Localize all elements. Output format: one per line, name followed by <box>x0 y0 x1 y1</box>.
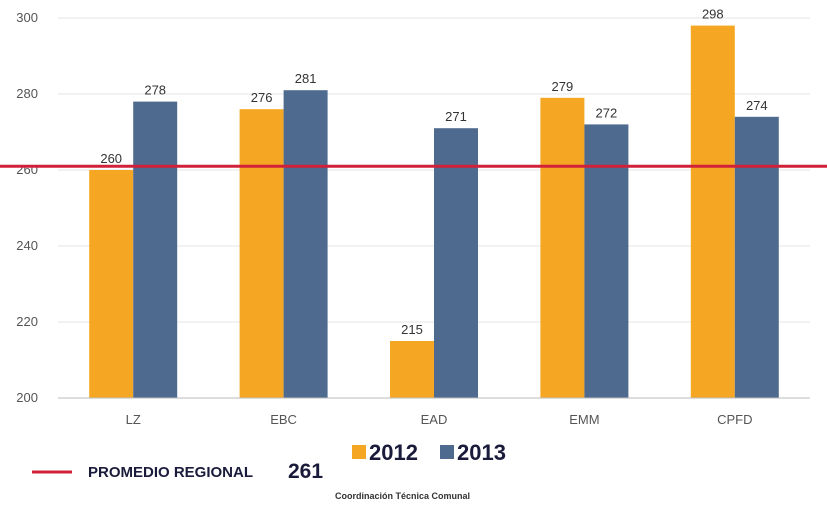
y-tick-220: 220 <box>16 314 38 329</box>
data-label-ebc-2012: 276 <box>251 90 273 105</box>
x-tick-ead: EAD <box>421 412 448 427</box>
x-tick-cpfd: CPFD <box>717 412 752 427</box>
data-label-ead-2012: 215 <box>401 322 423 337</box>
reference-legend: PROMEDIO REGIONAL 261 <box>32 460 323 483</box>
bars <box>89 25 779 399</box>
legend-label-2013: 2013 <box>457 440 506 465</box>
bar-lz-2013 <box>133 101 178 398</box>
reference-line-value: 261 <box>288 460 323 483</box>
legend-swatch-2012 <box>352 445 366 459</box>
bar-ebc-2012 <box>239 109 284 398</box>
data-label-cpfd-2012: 298 <box>702 7 724 22</box>
x-tick-emm: EMM <box>569 412 599 427</box>
x-tick-lz: LZ <box>126 412 141 427</box>
legend-swatch-2013 <box>440 445 454 459</box>
data-labels: 260 278 276 281 215 271 279 272 298 274 <box>100 7 767 337</box>
y-axis-ticks: 200 220 240 260 280 300 <box>16 10 38 405</box>
y-tick-260: 260 <box>16 162 38 177</box>
y-tick-280: 280 <box>16 86 38 101</box>
y-tick-240: 240 <box>16 238 38 253</box>
data-label-ead-2013: 271 <box>445 109 467 124</box>
bar-ead-2013 <box>434 128 478 398</box>
y-tick-300: 300 <box>16 10 38 25</box>
bar-cpfd-2013 <box>734 116 779 399</box>
data-label-lz-2013: 278 <box>144 83 166 98</box>
data-label-cpfd-2013: 274 <box>746 98 768 113</box>
data-label-ebc-2013: 281 <box>295 71 317 86</box>
bar-cpfd-2012 <box>690 25 735 398</box>
y-tick-200: 200 <box>16 390 38 405</box>
bar-emm-2012 <box>540 97 585 399</box>
reference-line-label: PROMEDIO REGIONAL <box>88 464 253 481</box>
x-axis-categories: LZ EBC EAD EMM CPFD <box>126 412 753 427</box>
legend-label-2012: 2012 <box>369 440 418 465</box>
bar-ebc-2013 <box>283 90 328 398</box>
footer-credit: Coordinación Técnica Comunal <box>335 491 470 501</box>
data-label-emm-2013: 272 <box>596 105 618 120</box>
bar-lz-2012 <box>89 170 134 398</box>
data-label-lz-2012: 260 <box>100 151 122 166</box>
bar-ead-2012 <box>390 341 434 398</box>
legend: 2012 2013 <box>352 440 506 465</box>
x-tick-ebc: EBC <box>270 412 297 427</box>
bar-emm-2013 <box>584 124 629 399</box>
data-label-emm-2012: 279 <box>552 79 574 94</box>
